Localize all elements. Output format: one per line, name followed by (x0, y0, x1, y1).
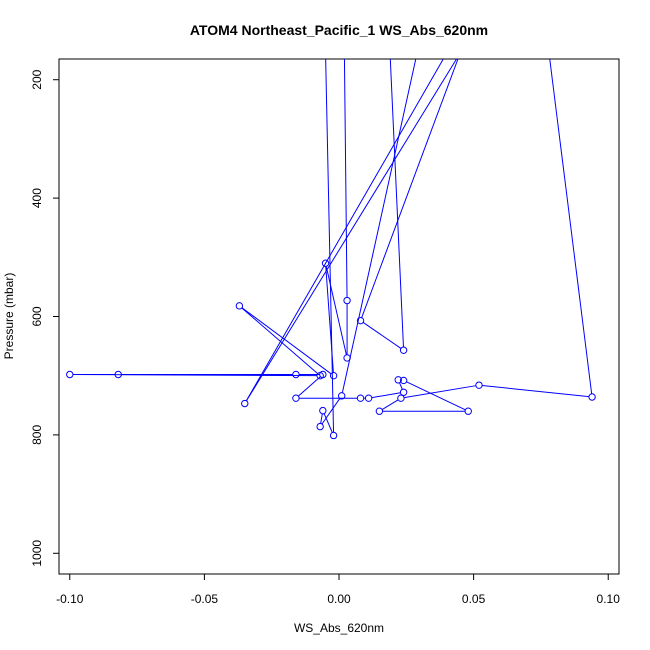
data-point (464, 407, 472, 415)
y-axis-label: Pressure (mbar) (2, 273, 16, 360)
data-point (322, 50, 328, 56)
data-point (319, 370, 327, 379)
data-point (546, 50, 552, 56)
series-segment (406, 381, 466, 411)
plot-area (66, 50, 596, 440)
data-point (475, 381, 483, 389)
series-segment (341, 59, 417, 393)
data-point (375, 407, 384, 415)
data-point (397, 394, 405, 402)
series-segment (482, 385, 589, 398)
series-segment (245, 59, 444, 401)
data-point (329, 431, 338, 440)
series-segment (549, 59, 593, 394)
series-segment (403, 385, 476, 399)
data-point (319, 406, 327, 415)
data-point (395, 50, 401, 56)
data-point (343, 296, 351, 305)
series-segment (389, 59, 404, 348)
data-point (114, 370, 122, 379)
y-tick-label: 200 (30, 69, 44, 89)
y-axis: 200 400 600 800 1000 (30, 69, 59, 567)
series-segment (399, 382, 403, 390)
data-point (356, 394, 365, 402)
series-segment (381, 399, 399, 410)
data-point (321, 259, 330, 267)
series-segment (362, 322, 402, 349)
data-point (399, 388, 408, 396)
data-point (443, 50, 449, 56)
y-tick-label: 1000 (30, 540, 44, 567)
series-segment (361, 59, 459, 318)
series-segment (343, 59, 348, 298)
data-point (435, 50, 441, 56)
series-segment (371, 392, 401, 399)
plot-frame (58, 58, 620, 575)
x-tick-label: 0.00 (327, 592, 351, 606)
y-tick-label: 600 (30, 306, 44, 326)
data-point (343, 354, 351, 362)
y-tick-label: 400 (30, 188, 44, 208)
data-point (337, 392, 346, 400)
data-point (235, 302, 244, 310)
x-tick-label: -0.10 (56, 592, 84, 606)
series-segment (321, 398, 341, 425)
x-axis: -0.10 -0.05 0.00 0.05 0.10 (56, 574, 620, 606)
data-point (364, 394, 373, 402)
series-segment (325, 266, 347, 355)
data-point (341, 50, 347, 56)
series-segment (323, 413, 333, 433)
data-point (329, 371, 338, 380)
data-point (316, 422, 324, 431)
data-point (414, 50, 420, 56)
x-axis-label: WS_Abs_620nm (294, 621, 384, 635)
data-point (292, 394, 300, 402)
series-segment (325, 59, 335, 433)
data-point (457, 50, 463, 56)
data-point (241, 399, 249, 408)
data-point (399, 346, 408, 354)
data-point (394, 376, 402, 384)
data-point (66, 370, 74, 379)
series-segment (241, 307, 319, 374)
data-point (328, 50, 334, 56)
data-point (292, 370, 300, 379)
series-segment (241, 307, 332, 375)
series-segment (246, 59, 458, 402)
y-tick-label: 800 (30, 425, 44, 445)
x-tick-label: 0.10 (597, 592, 621, 606)
chart-title: ATOM4 Northeast_Pacific_1 WS_Abs_620nm (190, 22, 488, 38)
x-tick-label: -0.05 (191, 592, 219, 606)
x-tick-label: 0.05 (462, 592, 486, 606)
data-point (356, 316, 365, 325)
data-point (399, 376, 408, 385)
series-segment (297, 376, 321, 397)
series-segment (320, 413, 323, 424)
data-point (588, 393, 596, 401)
